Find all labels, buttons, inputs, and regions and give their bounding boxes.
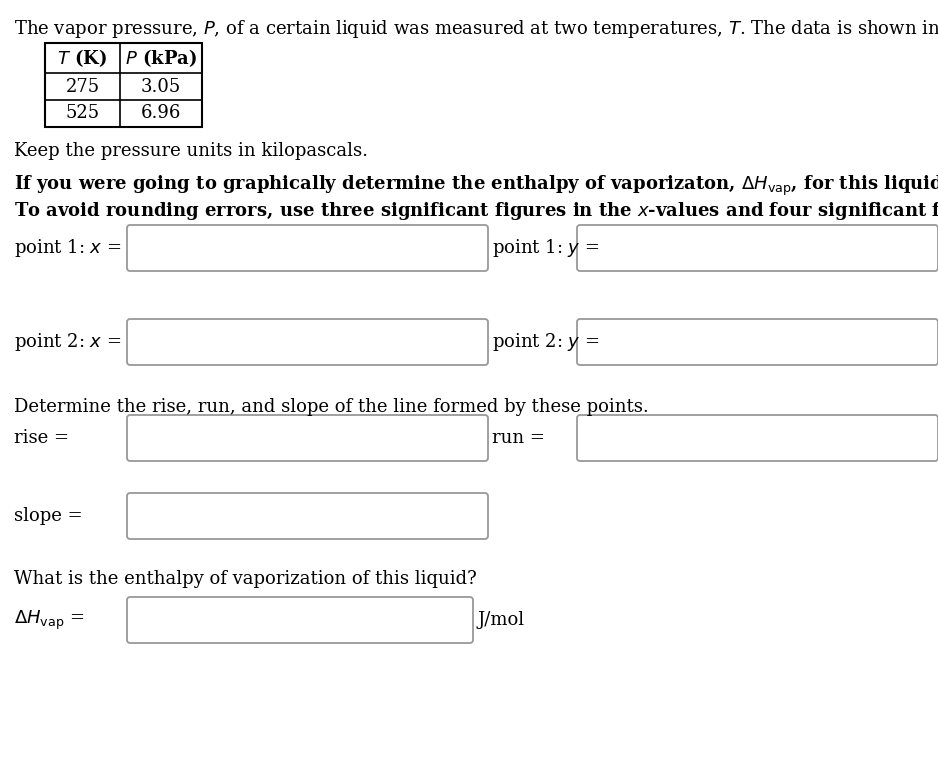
Text: 6.96: 6.96 (141, 104, 181, 123)
Text: 275: 275 (66, 78, 99, 95)
FancyBboxPatch shape (127, 415, 488, 461)
Text: What is the enthalpy of vaporization of this liquid?: What is the enthalpy of vaporization of … (14, 570, 477, 588)
Text: If you were going to graphically determine the enthalpy of vaporizaton, $\Delta : If you were going to graphically determi… (14, 174, 938, 198)
Text: To avoid rounding errors, use three significant figures in the $x$-values and fo: To avoid rounding errors, use three sign… (14, 200, 938, 222)
FancyBboxPatch shape (577, 415, 938, 461)
Text: $\mathbf{\mathit{P}}$ (kPa): $\mathbf{\mathit{P}}$ (kPa) (125, 47, 197, 69)
FancyBboxPatch shape (127, 319, 488, 365)
Text: point 1: $y$ =: point 1: $y$ = (492, 237, 599, 259)
Text: J/mol: J/mol (478, 611, 525, 629)
Text: run =: run = (492, 429, 545, 447)
Bar (45, 43, 202, 127)
Text: 3.05: 3.05 (141, 78, 181, 95)
Text: slope =: slope = (14, 507, 83, 525)
Text: 525: 525 (66, 104, 99, 123)
Text: point 2: $x$ =: point 2: $x$ = (14, 331, 121, 353)
Text: $\Delta H_{\mathrm{vap}}$ =: $\Delta H_{\mathrm{vap}}$ = (14, 608, 84, 631)
Text: Determine the rise, run, and slope of the line formed by these points.: Determine the rise, run, and slope of th… (14, 398, 649, 416)
FancyBboxPatch shape (577, 319, 938, 365)
Text: point 1: $x$ =: point 1: $x$ = (14, 237, 121, 259)
Text: rise =: rise = (14, 429, 69, 447)
FancyBboxPatch shape (127, 225, 488, 271)
Text: $\mathbf{\mathit{T}}$ (K): $\mathbf{\mathit{T}}$ (K) (57, 47, 108, 69)
FancyBboxPatch shape (127, 493, 488, 539)
Text: point 2: $y$ =: point 2: $y$ = (492, 331, 599, 353)
Text: The vapor pressure, $\mathit{P}$, of a certain liquid was measured at two temper: The vapor pressure, $\mathit{P}$, of a c… (14, 18, 938, 40)
FancyBboxPatch shape (577, 225, 938, 271)
Text: Keep the pressure units in kilopascals.: Keep the pressure units in kilopascals. (14, 142, 368, 160)
FancyBboxPatch shape (127, 597, 473, 643)
